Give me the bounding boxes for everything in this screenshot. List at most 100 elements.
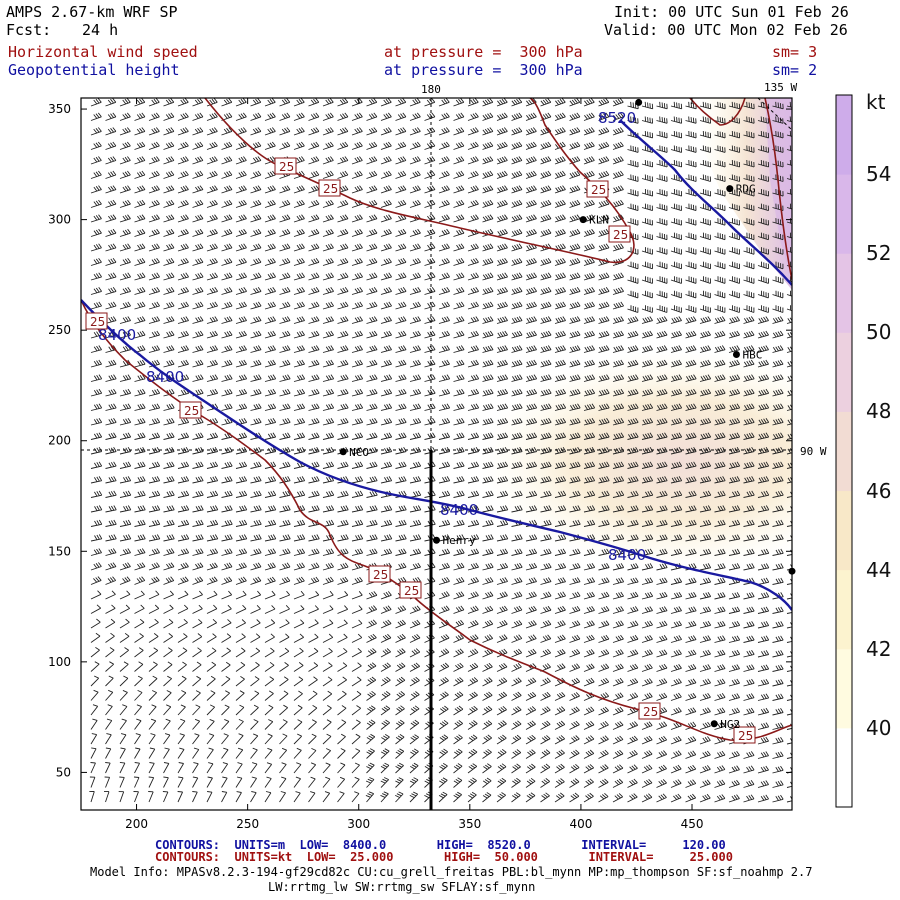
wind-barb: [525, 287, 537, 295]
wind-barb: [438, 519, 451, 527]
wind-barb: [438, 605, 450, 614]
wind-barb: [163, 345, 175, 353]
wind-barb: [148, 647, 159, 658]
wind-barb: [714, 359, 726, 368]
wind-barb: [134, 576, 146, 585]
wind-barb: [670, 534, 683, 542]
wind-barb: [685, 130, 697, 139]
wind-barb: [641, 606, 653, 614]
wind-barb: [119, 548, 131, 556]
wind-barb: [148, 170, 160, 179]
wind-barb: [743, 218, 755, 226]
wind-barb: [119, 141, 131, 150]
wind-barb: [250, 170, 262, 179]
wind-barb: [409, 662, 421, 672]
wind-barb: [728, 232, 740, 241]
wind-barb: [569, 677, 581, 687]
wind-barb: [685, 345, 697, 353]
wind-barb: [743, 751, 755, 759]
wind-barb: [206, 604, 218, 614]
wind-barb: [264, 791, 272, 803]
wind-barb: [337, 199, 349, 208]
wind-barb: [105, 185, 117, 194]
x-tick-label: 200: [125, 817, 148, 831]
wind-barb: [206, 562, 218, 571]
wind-barb: [192, 490, 204, 498]
wind-barb: [235, 98, 247, 107]
wind-barb: [134, 359, 146, 368]
speed-label: 25: [85, 312, 108, 330]
wind-barb: [351, 257, 363, 266]
wind-barb: [772, 247, 784, 255]
wind-barb: [438, 748, 448, 759]
wind-barb: [743, 232, 755, 241]
wind-barb: [467, 648, 479, 658]
wind-barb: [699, 232, 711, 241]
wind-barb: [105, 618, 116, 629]
wind-barb: [714, 765, 726, 774]
wind-barb: [90, 446, 103, 455]
wind-barb: [467, 170, 479, 179]
wind-barb: [163, 446, 175, 455]
wind-barb: [743, 432, 755, 440]
wind-barb: [482, 548, 494, 556]
wind-barb: [395, 505, 407, 513]
wind-barb: [467, 127, 479, 136]
wind-barb: [264, 446, 277, 455]
wind-barb: [467, 662, 479, 672]
wind-barb: [250, 719, 259, 730]
wind-barb: [134, 127, 146, 136]
wind-barb: [351, 505, 364, 513]
wind-barb: [511, 562, 523, 571]
wind-barb: [438, 490, 451, 498]
wind-barb: [221, 243, 233, 252]
wind-barb: [467, 301, 479, 310]
wind-barb: [293, 704, 303, 716]
wind-barb: [569, 476, 581, 484]
wind-barb: [641, 374, 654, 382]
wind-barb: [496, 257, 508, 266]
wind-barb: [511, 388, 523, 397]
wind-barb: [192, 519, 204, 527]
wind-barb: [467, 417, 480, 426]
wind-barb: [119, 170, 131, 179]
wind-barb: [467, 677, 479, 687]
speed-label: 25: [608, 225, 631, 243]
wind-barb: [395, 719, 405, 730]
wind-barb: [90, 632, 101, 643]
wind-barb: [409, 762, 419, 774]
wind-barb: [496, 287, 508, 295]
wind-barb: [757, 316, 769, 324]
colorbar-level-46: 46: [866, 478, 892, 503]
wind-barb: [554, 620, 566, 629]
wind-barb: [453, 345, 465, 353]
wind-barb: [192, 388, 204, 397]
wind-barb: [192, 214, 204, 223]
wind-barb: [221, 446, 233, 455]
wind-barb: [714, 330, 726, 339]
wind-barb: [438, 170, 450, 179]
wind-barb: [482, 763, 492, 774]
wind-barb: [569, 272, 581, 281]
wind-barb: [598, 792, 609, 803]
wind-barb: [511, 605, 523, 614]
wind-barb: [772, 534, 784, 542]
wind-barb: [308, 417, 320, 426]
wind-barb: [670, 218, 682, 226]
wind-barb: [221, 228, 233, 237]
wind-barb: [264, 432, 277, 440]
wind-barb: [583, 735, 595, 745]
wind-barb: [206, 272, 218, 281]
wind-barb: [641, 620, 653, 629]
wind-barb: [279, 733, 288, 745]
wind-barb: [264, 519, 277, 527]
wind-barb: [496, 461, 509, 469]
wind-barb: [772, 261, 784, 270]
wind-barb: [279, 214, 291, 223]
wind-barb: [496, 432, 509, 440]
wind-barb: [772, 490, 784, 498]
wind-barb: [293, 633, 305, 643]
wind-barb: [177, 359, 189, 368]
wind-barb: [119, 689, 128, 701]
wind-barb: [598, 316, 610, 324]
